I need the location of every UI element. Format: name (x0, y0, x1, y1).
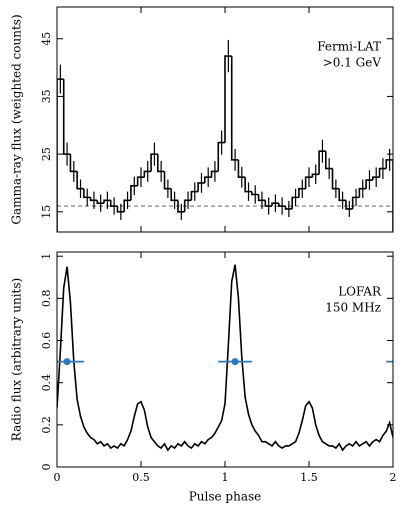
y-axis-label: Gamma-ray flux (weighted counts) (10, 14, 24, 224)
y-tick-label: 0.8 (40, 290, 53, 308)
histogram-step (190, 190, 199, 201)
annotation: 150 MHz (325, 301, 381, 315)
axes-frame (56, 251, 394, 468)
histogram-step (96, 200, 105, 204)
plot-area (57, 39, 393, 232)
histogram-step (143, 170, 152, 178)
histogram-step (109, 200, 118, 207)
y-axis-label: Radio flux (arbitrary units) (10, 278, 24, 441)
histogram-step (123, 199, 131, 212)
histogram-step (271, 202, 279, 207)
y-tick-label: 35 (40, 89, 53, 103)
y-tick-label: 0 (40, 464, 53, 471)
histogram-step (237, 159, 246, 178)
histogram-step (351, 196, 360, 209)
annotation: LOFAR (338, 285, 382, 299)
histogram-step (311, 173, 320, 178)
x-tick-label: 0 (54, 471, 61, 484)
histogram-step (224, 55, 232, 143)
y-tick-label: 45 (40, 32, 53, 46)
histogram-step (304, 176, 313, 189)
histogram-step (230, 56, 239, 161)
point (63, 358, 71, 366)
histogram-step (69, 154, 78, 173)
histogram-step (358, 187, 367, 198)
y-tick-label: 0.6 (40, 332, 53, 350)
histogram-step (83, 188, 91, 199)
histogram-step (244, 177, 252, 193)
y-tick-label: 0.2 (40, 416, 53, 434)
histogram-step (291, 196, 299, 209)
y-tick-label: 25 (40, 147, 53, 161)
histogram-step (157, 154, 165, 173)
histogram-step (277, 203, 286, 207)
histogram-step (331, 168, 340, 190)
histogram-step (365, 179, 373, 189)
x-tick-label: 2 (390, 471, 397, 484)
y-tick-label: 0.4 (40, 374, 53, 392)
x-tick-label: 1.5 (300, 471, 318, 484)
histogram-step (284, 206, 293, 210)
x-axis-label: Pulse phase (189, 490, 262, 504)
histogram-step (345, 200, 353, 210)
histogram-step (204, 176, 212, 183)
histogram-step (62, 79, 71, 155)
histogram-step (150, 153, 158, 172)
histogram-step (116, 206, 125, 213)
plot-area (57, 264, 407, 452)
histogram-step (177, 200, 185, 213)
histogram-step (183, 199, 192, 212)
histogram-step (325, 151, 333, 170)
histogram-step (136, 176, 145, 186)
histogram-step (378, 167, 387, 178)
point (400, 358, 407, 365)
histogram-step (130, 185, 138, 201)
histogram-step (251, 191, 259, 196)
histogram-step (217, 141, 225, 172)
histogram-step (298, 187, 306, 198)
histogram-step (318, 150, 326, 175)
y-tick-label: 15 (40, 205, 53, 219)
histogram-step (170, 188, 178, 202)
histogram-step (264, 200, 273, 207)
histogram-step (57, 78, 64, 232)
histogram-step (89, 197, 98, 202)
annotation: Fermi-LAT (317, 40, 381, 54)
histogram-step (210, 170, 219, 178)
annotation: >0.1 GeV (323, 56, 382, 70)
line (57, 264, 393, 452)
histogram-step (257, 194, 266, 202)
histogram-step (103, 199, 111, 204)
histogram-step (197, 182, 205, 192)
axes-frame (56, 6, 394, 233)
histogram-step (76, 171, 84, 190)
y-tick-label: 1 (40, 253, 53, 260)
histogram-step (372, 176, 380, 181)
point (231, 358, 239, 366)
x-tick-label: 1 (222, 471, 229, 484)
histogram-step (163, 171, 172, 190)
histogram-step (338, 188, 346, 202)
x-tick-label: 0.5 (132, 471, 150, 484)
